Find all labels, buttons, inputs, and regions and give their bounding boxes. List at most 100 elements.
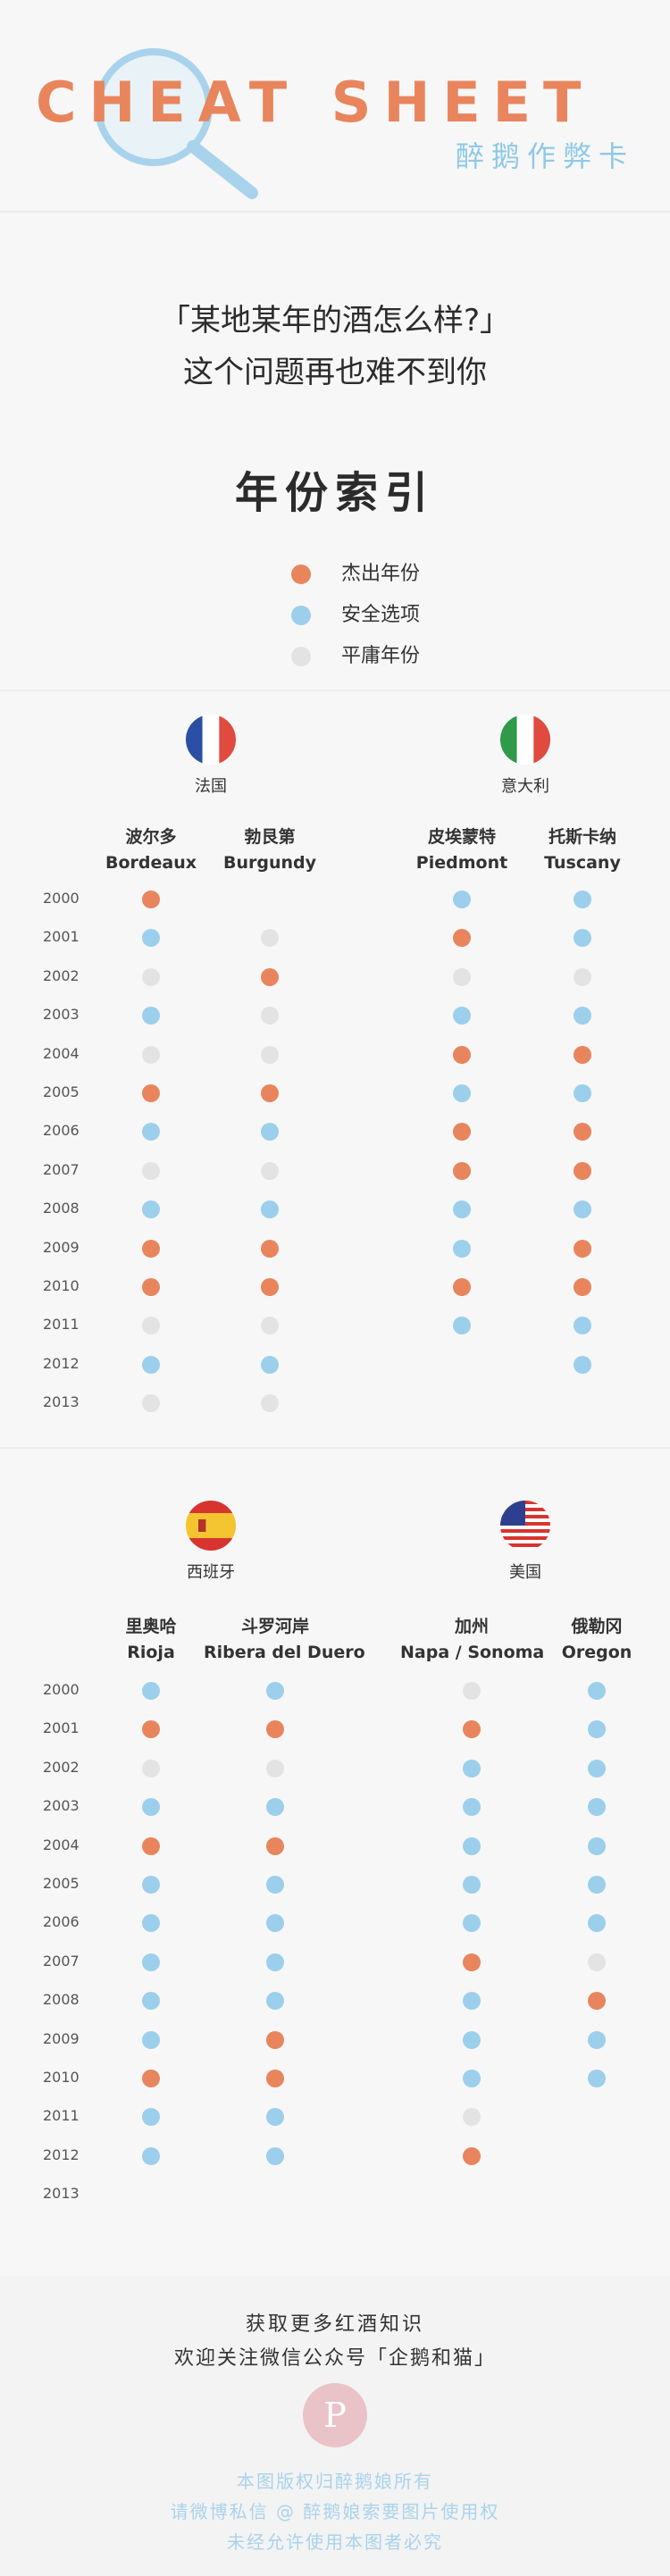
- rating-dot: [266, 1992, 284, 2011]
- magnifier-icon: [95, 48, 258, 199]
- rating-dot: [142, 1161, 160, 1180]
- region-zh: 波尔多: [125, 827, 177, 847]
- rating-dot: [261, 1007, 279, 1025]
- rating-dot: [588, 1759, 606, 1777]
- year-label: 2013: [43, 1393, 80, 1411]
- rating-dot: [453, 1317, 471, 1335]
- rating-dot: [142, 2146, 160, 2165]
- rating-dot: [588, 1682, 606, 1700]
- rating-dot: [453, 1123, 471, 1142]
- country-name: 西班牙: [187, 1563, 235, 1582]
- rating-dot: [463, 1914, 481, 1933]
- region-zh: 俄勒冈: [571, 1617, 623, 1636]
- rating-dot: [261, 1161, 279, 1180]
- rating-dot: [588, 1953, 606, 1971]
- region-en: Tuscany: [544, 853, 621, 873]
- rating-dot: [261, 1045, 279, 1064]
- rating-dot: [453, 891, 471, 908]
- rating-dot: [142, 929, 160, 948]
- region-en: Oregon: [561, 1643, 632, 1662]
- logo-title: CHEAT SHEET: [36, 70, 594, 135]
- country-france: 法国: [157, 715, 264, 797]
- rating-dot: [142, 1394, 160, 1413]
- rating-dot: [142, 1953, 160, 1971]
- year-label: 2001: [43, 928, 80, 946]
- rating-dot: [142, 1798, 160, 1817]
- rating-dot: [261, 1239, 279, 1258]
- rating-dot: [142, 967, 160, 986]
- footer-line-2: 欢迎关注微信公众号「企鹅和猫」: [173, 2347, 496, 2370]
- rating-dot: [453, 1084, 471, 1102]
- rating-dot: [588, 1876, 606, 1894]
- rating-dot: [463, 2108, 481, 2127]
- legend-divider: [0, 690, 670, 691]
- region-burgundy: 勃艮第 Burgundy: [198, 824, 341, 873]
- rating-dot: [574, 1045, 591, 1064]
- rating-dot: [142, 1084, 160, 1102]
- region-zh: 里奥哈: [125, 1617, 177, 1636]
- rating-dot: [463, 1759, 481, 1777]
- rating-dot: [142, 1682, 160, 1700]
- rating-dot: [588, 2030, 606, 2049]
- rating-dot: [142, 2070, 160, 2087]
- year-label: 2007: [43, 1160, 80, 1178]
- rating-dot: [574, 967, 591, 986]
- rating-dot: [142, 1876, 160, 1894]
- rating-dot: [266, 2108, 284, 2127]
- rating-dot: [266, 1836, 284, 1855]
- rating-dot: [266, 1876, 284, 1894]
- rating-dot: [574, 1123, 591, 1142]
- region-tuscany: 托斯卡纳 Tuscany: [511, 824, 654, 873]
- rating-dot: [142, 2108, 160, 2127]
- rating-dot: [463, 2030, 481, 2049]
- year-label: 2009: [43, 1238, 80, 1256]
- footer: 获取更多红酒知识 欢迎关注微信公众号「企鹅和猫」 P 本图版权归醉鹅娘所有 请微…: [0, 2276, 670, 2576]
- rating-dot: [588, 1992, 606, 2011]
- region-en: Piedmont: [415, 853, 508, 873]
- year-label: 2010: [43, 2069, 80, 2086]
- region-bordeaux: 波尔多 Bordeaux: [80, 824, 222, 873]
- region-en: Bordeaux: [105, 853, 197, 873]
- footer-line-3: 本图版权归醉鹅娘所有: [237, 2471, 433, 2492]
- rating-dot: [588, 1720, 606, 1739]
- rating-dot: [463, 1953, 481, 1971]
- rating-dot: [453, 1278, 471, 1296]
- rating-dot: [261, 1278, 279, 1296]
- rating-dot: [266, 1720, 284, 1739]
- legend-label: 杰出年份: [341, 563, 421, 585]
- rating-dot: [574, 1239, 591, 1258]
- rating-dot: [453, 1007, 471, 1025]
- rating-dot: [142, 1720, 160, 1739]
- rating-dot: [142, 1123, 160, 1142]
- usa-flag-icon: [500, 1501, 550, 1551]
- rating-dot: [453, 929, 471, 948]
- italy-flag-icon: [500, 715, 550, 765]
- rating-dot: [261, 1317, 279, 1335]
- rating-dot: [453, 1239, 471, 1258]
- region-zh: 托斯卡纳: [548, 827, 616, 847]
- legend-label: 平庸年份: [341, 645, 421, 667]
- rating-dot: [588, 1914, 606, 1933]
- rating-dot: [574, 1317, 591, 1335]
- year-label: 2001: [43, 1719, 80, 1737]
- rating-dot: [142, 1759, 160, 1777]
- country-name: 美国: [509, 1563, 541, 1582]
- rating-dot: [574, 1007, 591, 1025]
- region-zh: 斗罗河岸: [240, 1617, 309, 1636]
- rating-dot: [142, 1239, 160, 1258]
- rating-dot: [261, 1123, 279, 1142]
- region-en: Burgundy: [222, 853, 317, 873]
- rating-dot: [463, 1992, 481, 2011]
- rating-dot: [142, 1278, 160, 1296]
- year-label: 2010: [43, 1277, 80, 1294]
- spain-flag-icon: [186, 1501, 236, 1551]
- country-spain: 西班牙: [157, 1501, 264, 1583]
- rating-dot: [266, 1953, 284, 1971]
- rating-dot: [574, 929, 591, 948]
- rating-dot: [142, 1914, 160, 1933]
- rating-dot: [142, 1200, 160, 1219]
- logo-subtitle: 醉鹅作弊卡: [455, 139, 634, 173]
- rating-dot: [463, 1798, 481, 1817]
- rating-dot: [463, 1876, 481, 1894]
- rating-dot: [261, 1200, 279, 1219]
